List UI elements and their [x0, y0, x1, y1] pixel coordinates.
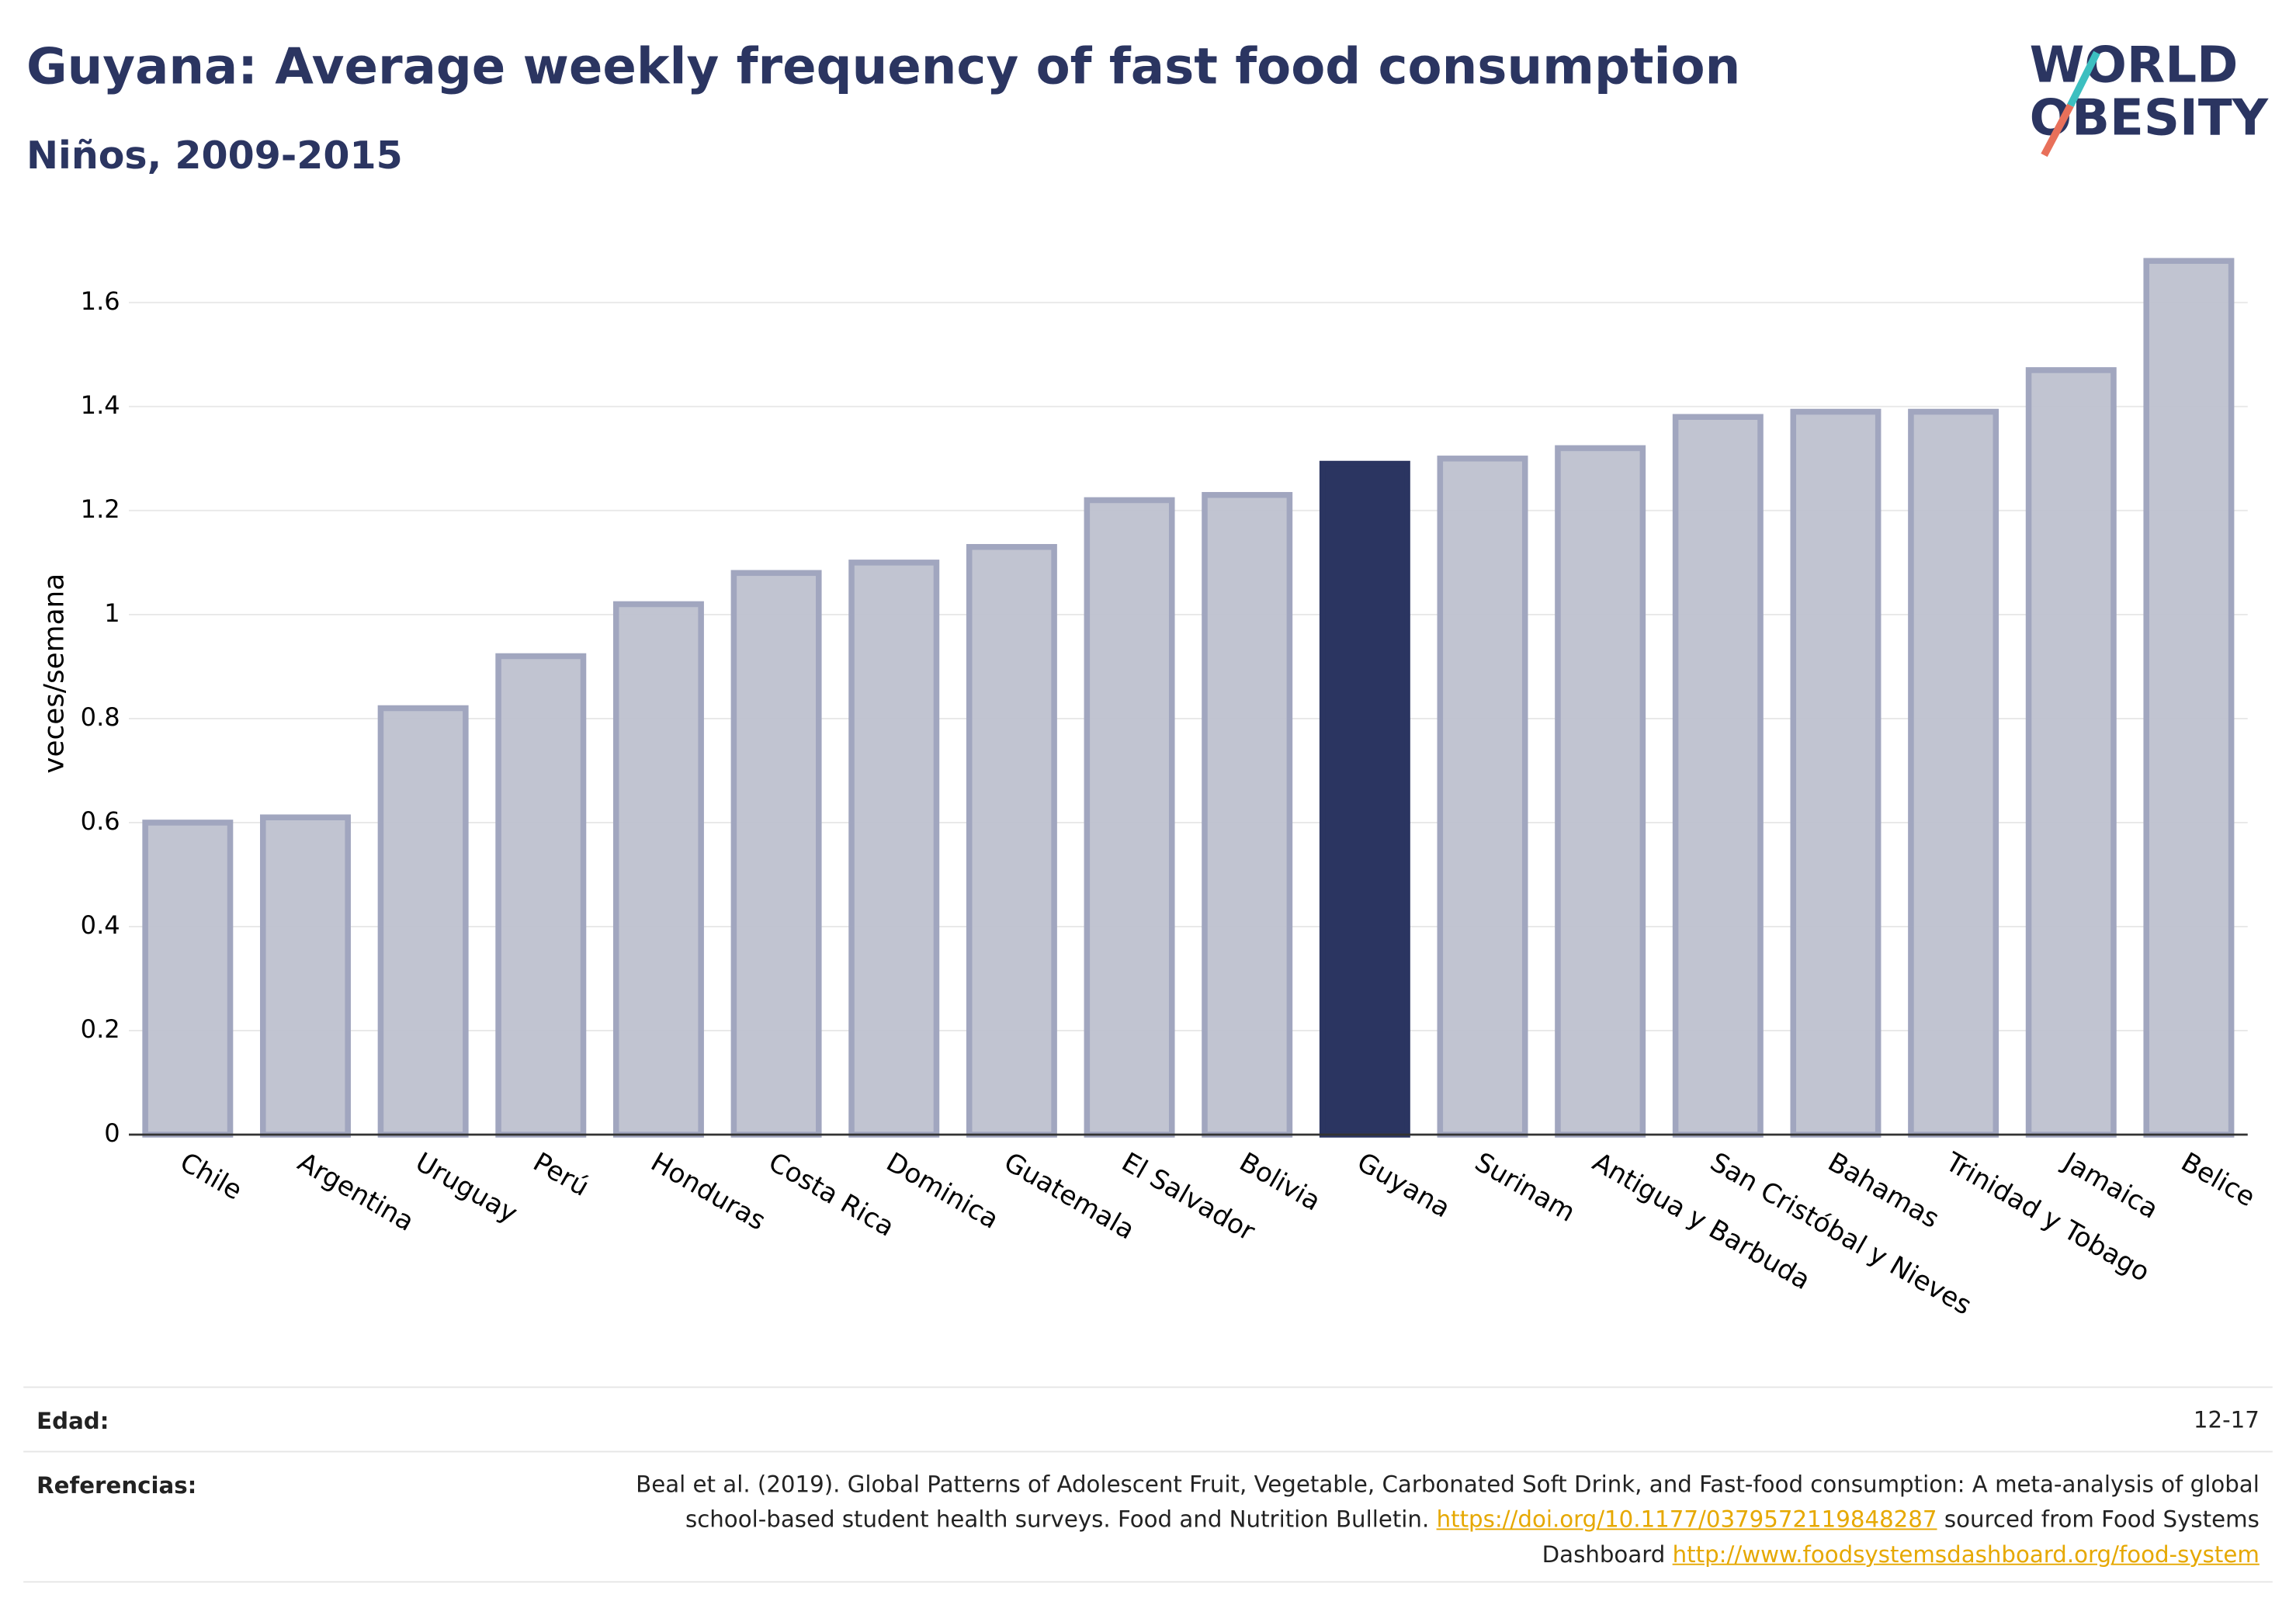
logo-line: OBESITY	[2030, 89, 2270, 147]
bar	[1908, 408, 1999, 1138]
x-tick-label: Argentina	[293, 1146, 419, 1237]
bar	[2143, 258, 2235, 1138]
x-tick-label: Antigua y Barbuda	[1587, 1146, 1816, 1296]
bar	[1437, 456, 1528, 1138]
logo-line: WORLD	[2030, 38, 2239, 95]
footer-row: Edad: 12-17	[23, 1386, 2273, 1452]
x-tick-label: Trinidad y Tobago	[1940, 1146, 2155, 1288]
logo-slash	[2067, 50, 2100, 107]
y-tick-label: 1.6	[81, 286, 120, 316]
y-tick-label: 0.6	[81, 806, 120, 836]
reference-part: sourced from Food Systems Dashboard	[1542, 1506, 2260, 1568]
x-tick-label: Dominica	[881, 1146, 1004, 1236]
x-tick-label: Honduras	[646, 1146, 771, 1236]
footer-label: Referencias:	[36, 1472, 197, 1499]
x-tick-label: Costa Rica	[763, 1146, 899, 1242]
y-tick-label: 1	[104, 598, 120, 628]
logo: WORLD OBESITY	[2030, 38, 2270, 158]
footer-value: 12-17	[2193, 1406, 2260, 1433]
bar	[2025, 367, 2117, 1138]
bar	[1084, 497, 1175, 1138]
logo-slash	[2041, 103, 2074, 158]
y-tick-label: 0.8	[81, 702, 120, 732]
y-axis-title: veces/semana	[39, 574, 71, 774]
chart: veces/semana 0 0.2 0.4 0.6 0.8 1 1.2 1.4 1.6 Chil…	[39, 258, 2260, 1322]
bar	[1319, 460, 1410, 1138]
y-tick-label: 0.4	[81, 910, 120, 940]
y-tick-label: 1.2	[81, 494, 120, 524]
bar	[1790, 408, 1882, 1138]
chart-title: Guyana: Average weekly frequency of fast…	[26, 38, 1741, 97]
y-tick-label: 1.4	[81, 390, 120, 420]
x-tick-label: Belice	[2176, 1146, 2260, 1213]
reference-link[interactable]: http://www.foodsystemsdashboard.org/food…	[1672, 1541, 2260, 1568]
x-tick-label: Guyana	[1352, 1146, 1455, 1224]
bar	[730, 570, 822, 1138]
reference-link[interactable]: https://doi.org/10.1177/0379572119848287	[1436, 1506, 1937, 1534]
x-tick-label: Chile	[175, 1146, 248, 1206]
bar	[1672, 414, 1764, 1138]
x-tick-label: Bolivia	[1234, 1146, 1326, 1217]
chart-subtitle: Niños, 2009-2015	[26, 134, 403, 179]
footer-row: Referencias: Beal et al. (2019). Global …	[23, 1450, 2273, 1583]
bar	[1202, 491, 1293, 1138]
x-tick-label: Uruguay	[410, 1146, 522, 1229]
footer-label: Edad:	[36, 1408, 109, 1435]
bar	[1555, 445, 1646, 1138]
reference-part: Beal et al. (2019). Global Patterns of A…	[636, 1471, 2260, 1534]
x-tick-label: El Salvador	[1116, 1146, 1260, 1247]
bar	[142, 820, 234, 1138]
bar	[377, 705, 469, 1138]
y-tick-label: 0	[104, 1118, 120, 1148]
bar	[848, 560, 940, 1138]
x-tick-label: Perú	[528, 1146, 594, 1202]
x-tick-label: Surinam	[1469, 1146, 1580, 1229]
x-tick-label: Guatemala	[999, 1146, 1140, 1246]
bar	[260, 814, 351, 1138]
bar	[612, 601, 704, 1138]
reference-text: Beal et al. (2019). Global Patterns of A…	[605, 1467, 2260, 1572]
y-tick-label: 0.2	[81, 1014, 120, 1044]
bar	[495, 653, 587, 1138]
bar	[966, 543, 1057, 1138]
